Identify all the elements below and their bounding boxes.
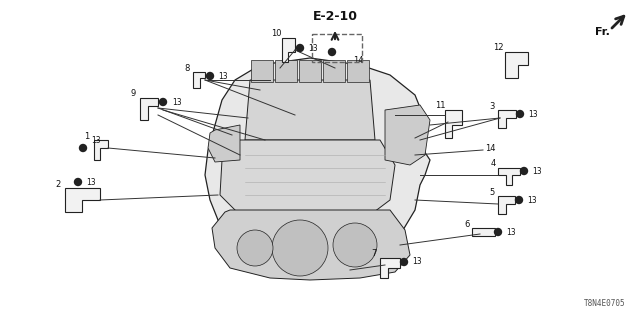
Text: T8N4E0705: T8N4E0705 [584, 299, 625, 308]
Text: 13: 13 [91, 135, 100, 145]
Circle shape [296, 44, 303, 52]
Circle shape [237, 230, 273, 266]
Polygon shape [220, 140, 395, 215]
Polygon shape [94, 140, 108, 160]
Text: 13: 13 [532, 166, 541, 175]
Polygon shape [193, 72, 205, 88]
Polygon shape [65, 188, 100, 212]
Circle shape [79, 145, 86, 151]
Text: 14: 14 [484, 143, 495, 153]
Polygon shape [282, 38, 295, 62]
Text: 10: 10 [271, 28, 281, 37]
Polygon shape [212, 210, 410, 280]
Circle shape [401, 259, 408, 266]
Polygon shape [205, 58, 430, 278]
Text: 13: 13 [308, 44, 317, 52]
Text: 13: 13 [412, 258, 422, 267]
Circle shape [272, 220, 328, 276]
Text: 13: 13 [527, 196, 536, 204]
Bar [347, 60, 369, 82]
Text: E-2-10: E-2-10 [312, 10, 358, 22]
Bar [299, 60, 321, 82]
Polygon shape [498, 196, 515, 214]
Text: 12: 12 [493, 43, 503, 52]
Polygon shape [245, 80, 375, 140]
Text: 7: 7 [371, 250, 377, 259]
Circle shape [516, 110, 524, 117]
Text: 6: 6 [464, 220, 470, 228]
Text: 13: 13 [172, 98, 182, 107]
Text: 13: 13 [506, 228, 516, 236]
Circle shape [515, 196, 522, 204]
Text: 13: 13 [528, 109, 538, 118]
Text: 14: 14 [353, 55, 364, 65]
Circle shape [520, 167, 527, 174]
Circle shape [333, 223, 377, 267]
Text: 4: 4 [490, 158, 495, 167]
Polygon shape [505, 52, 528, 78]
Text: 9: 9 [131, 89, 136, 98]
Circle shape [74, 179, 81, 186]
Circle shape [495, 228, 502, 236]
Polygon shape [208, 125, 240, 162]
Text: 5: 5 [490, 188, 495, 196]
Text: 13: 13 [86, 178, 95, 187]
Text: 11: 11 [435, 100, 445, 109]
Text: Fr.: Fr. [595, 27, 610, 37]
Polygon shape [498, 110, 516, 128]
Text: 13: 13 [218, 71, 228, 81]
Circle shape [207, 73, 214, 79]
Polygon shape [445, 110, 462, 138]
Bar [275, 60, 297, 82]
Circle shape [328, 49, 335, 55]
Polygon shape [498, 168, 520, 185]
Text: 8: 8 [184, 63, 189, 73]
Polygon shape [385, 105, 430, 165]
Polygon shape [380, 258, 400, 278]
Bar [251, 60, 273, 82]
Text: 1: 1 [84, 132, 90, 140]
Bar [323, 60, 345, 82]
Circle shape [159, 99, 166, 106]
Polygon shape [472, 228, 495, 236]
Text: 3: 3 [490, 101, 495, 110]
Polygon shape [140, 98, 158, 120]
Text: 2: 2 [56, 180, 61, 188]
